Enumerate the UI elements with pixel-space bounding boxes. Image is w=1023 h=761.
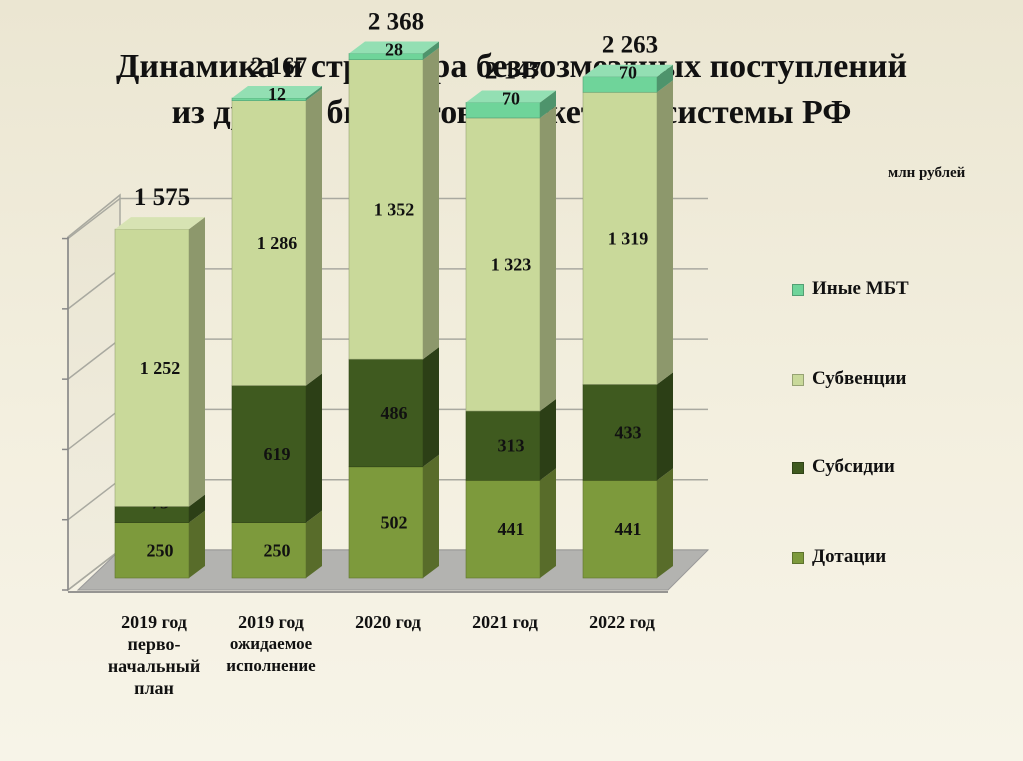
bar-segment-Дотации <box>582 480 658 579</box>
data-label: 441 <box>615 519 642 539</box>
category-label-line: начальный <box>107 656 201 676</box>
category-label-line: исполнение <box>226 656 316 675</box>
bar-side <box>306 88 322 386</box>
legend-swatch <box>792 373 804 386</box>
bar-segment-Субвенции <box>231 100 307 386</box>
data-label: 12 <box>268 84 286 104</box>
bar-side <box>306 86 322 101</box>
bar-side <box>189 510 205 578</box>
gridline-side <box>67 338 121 380</box>
category-label-line: 2021 год <box>472 612 538 632</box>
side-wall <box>67 193 121 592</box>
bar-side <box>423 41 439 60</box>
legend-swatch <box>792 283 804 296</box>
category-label: 2022 год <box>557 611 687 633</box>
bar-side <box>306 373 322 523</box>
bar-side <box>540 398 556 481</box>
bar-top <box>232 86 322 99</box>
data-label: 1 323 <box>491 254 532 274</box>
bar-side <box>189 494 205 523</box>
category-label-line: план <box>134 678 174 698</box>
legend-label: Субсидии <box>812 456 895 477</box>
legend-label: Дотации <box>812 546 887 567</box>
total-label: 1 575 <box>134 184 190 211</box>
bar-side <box>423 47 439 360</box>
data-label: 313 <box>498 436 525 456</box>
bar-segment-Субвенции <box>465 117 541 412</box>
data-label: 70 <box>502 88 520 108</box>
gridline-side <box>67 479 121 521</box>
legend-swatch <box>792 551 804 564</box>
legend-label: Субвенции <box>812 368 907 389</box>
data-label: 28 <box>385 39 403 59</box>
gridline-side <box>67 408 121 451</box>
legend-item: Дотации <box>792 546 886 568</box>
bar-segment-Дотации <box>465 480 541 579</box>
data-label: 433 <box>615 422 642 442</box>
data-label: 250 <box>264 540 291 560</box>
bar-top <box>583 64 673 77</box>
legend-item: Иные МБТ <box>792 278 909 300</box>
bar-segment-Субсидии <box>348 358 424 468</box>
total-label: 2 263 <box>602 32 658 59</box>
data-label: 502 <box>381 512 408 532</box>
total-label: 2 368 <box>368 8 424 35</box>
bar-top <box>115 217 205 230</box>
category-label-line: 2022 год <box>589 612 655 632</box>
data-label: 1 319 <box>608 228 649 248</box>
bar-side <box>657 468 673 578</box>
gridline-side <box>67 549 121 591</box>
category-label: 2019 год ожидаемое исполнение <box>206 611 336 677</box>
bar-side <box>540 90 556 118</box>
bar-segment-Субсидии <box>582 384 658 481</box>
category-label-line: 2019 год <box>121 612 187 632</box>
gridline-side <box>67 197 121 240</box>
bar-segment-Субвенции <box>582 91 658 385</box>
data-label: 1 286 <box>257 233 298 253</box>
bar-segment-Дотации <box>231 522 307 579</box>
legend-item: Субвенции <box>792 368 906 390</box>
data-label: 619 <box>264 444 291 464</box>
bar-top <box>349 41 439 54</box>
units-label: млн рублей <box>888 165 966 181</box>
bar-side <box>657 372 673 481</box>
bar-segment-Дотации <box>348 466 424 579</box>
data-label: 70 <box>619 63 637 83</box>
category-label-line: 2019 год <box>238 612 304 632</box>
bar-segment-Субвенции <box>348 59 424 360</box>
bar-side <box>189 217 205 507</box>
bar-segment-Субвенции <box>114 228 190 507</box>
bar-top <box>466 90 556 103</box>
total-label: 2 167 <box>251 53 307 80</box>
category-label: 2021 год <box>440 611 570 633</box>
bar-side <box>306 510 322 578</box>
category-label: 2019 год перво-начальный план <box>89 611 219 699</box>
category-label-line: ожидаемое <box>229 634 313 653</box>
legend-swatch <box>792 461 804 474</box>
data-label: 1 352 <box>374 199 415 219</box>
bar-side <box>657 64 673 93</box>
bar-side <box>423 347 439 467</box>
gridline-side <box>67 268 121 310</box>
category-label: 2020 год <box>323 611 453 633</box>
bar-segment-Дотации <box>114 522 190 579</box>
bar-side <box>540 105 556 411</box>
data-label: 441 <box>498 519 525 539</box>
legend-item: Субсидии <box>792 456 895 478</box>
data-label: 1 252 <box>140 358 181 378</box>
category-label-line: перво- <box>127 634 181 654</box>
legend-label: Иные МБТ <box>812 278 909 299</box>
title-line-1: Динамика и структура безвозмездных посту… <box>115 48 908 85</box>
bar-side <box>540 468 556 578</box>
bar-side <box>423 454 439 578</box>
bar-side <box>657 80 673 385</box>
category-label-line: 2020 год <box>355 612 421 632</box>
data-label: 250 <box>147 540 174 560</box>
data-label: 486 <box>381 403 408 423</box>
total-label: 2 147 <box>485 57 541 84</box>
